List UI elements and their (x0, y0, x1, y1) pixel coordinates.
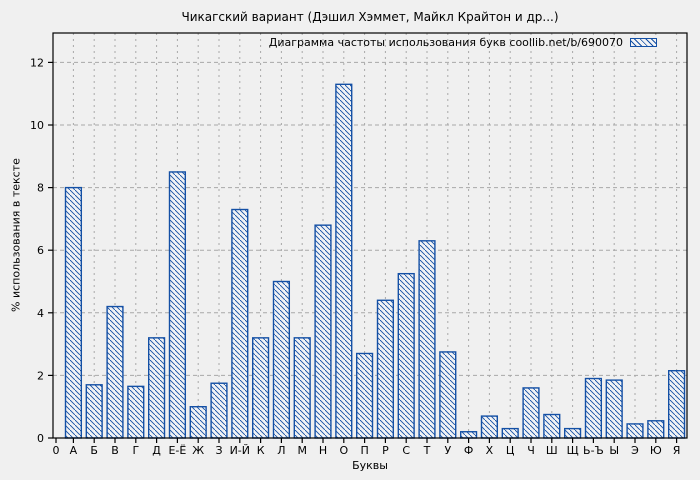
x-origin-label: 0 (53, 444, 60, 457)
bar-А (64, 186, 83, 439)
y-tick-label: 12 (30, 56, 44, 69)
x-tick-label: И-Й (230, 444, 250, 457)
bar-У (439, 351, 457, 439)
x-tick-label: П (360, 444, 368, 457)
y-tick-label: 8 (37, 182, 44, 195)
chart-title: Чикагский вариант (Дэшил Хэммет, Майкл К… (181, 10, 559, 24)
x-tick-label: Е-Ё (168, 444, 186, 457)
x-tick-label: Ж (192, 444, 204, 457)
x-tick-label: М (297, 444, 307, 457)
bar-Ь-Ъ (584, 377, 603, 439)
bar-Ч (522, 387, 540, 439)
x-tick-label: Ц (506, 444, 515, 457)
bar-Ю (647, 420, 665, 439)
bar-М (293, 337, 311, 439)
x-tick-label: Д (152, 444, 161, 457)
bar-И-Й (231, 208, 249, 439)
x-tick-label: Р (382, 444, 389, 457)
bar-Д (147, 337, 166, 439)
x-tick-label: Э (631, 444, 639, 457)
y-tick-label: 0 (37, 432, 44, 445)
x-tick-label: Щ (567, 444, 579, 457)
bar-Т (418, 240, 436, 439)
bar-О (335, 83, 353, 439)
x-tick-label: Л (277, 444, 285, 457)
x-tick-label: Ч (527, 444, 535, 457)
bar-Э (626, 423, 644, 439)
plot-frame (52, 32, 688, 439)
bar-Х (480, 415, 499, 439)
x-tick-label: А (70, 444, 78, 457)
bar-В (106, 305, 124, 439)
x-tick-label: Я (673, 444, 681, 457)
bar-П (356, 352, 374, 439)
x-tick-label: Ш (546, 444, 558, 457)
y-tick-label: 10 (30, 119, 44, 132)
bar-Г (127, 385, 145, 439)
x-tick-label: В (111, 444, 119, 457)
bar-Ж (189, 406, 207, 439)
x-tick-label: Ф (464, 444, 473, 457)
x-tick-label: Н (319, 444, 327, 457)
bar-С (397, 272, 415, 439)
x-tick-label: К (257, 444, 265, 457)
legend-label: Диаграмма частоты использования букв coo… (268, 36, 623, 49)
legend-hatch-swatch-icon (630, 38, 657, 47)
y-tick-label: 4 (37, 307, 44, 320)
x-axis-label: Буквы (352, 459, 388, 472)
x-tick-label: Г (132, 444, 139, 457)
y-axis-label: % использования в тексте (9, 158, 23, 313)
y-tick-label: 6 (37, 244, 44, 257)
x-tick-label: Ь-Ъ (583, 444, 604, 457)
bar-Ф (460, 431, 478, 439)
bar-Ц (501, 427, 519, 439)
x-tick-label: Б (90, 444, 98, 457)
x-tick-label: О (339, 444, 348, 457)
bar-Я (668, 370, 686, 439)
x-tick-label: З (215, 444, 222, 457)
x-tick-label: Х (486, 444, 494, 457)
legend: Диаграмма частоты использования букв coo… (269, 36, 657, 49)
x-tick-label: Ы (609, 444, 619, 457)
bar-Л (272, 280, 291, 439)
bar-Е-Ё (168, 171, 187, 439)
bar-Щ (564, 427, 582, 439)
bar-З (210, 382, 228, 439)
bar-Р (376, 299, 395, 439)
bar-Б (85, 384, 103, 439)
x-tick-label: Ю (650, 444, 662, 457)
x-tick-label: С (402, 444, 410, 457)
x-tick-label: У (444, 444, 451, 457)
bar-Ш (543, 413, 561, 439)
x-tick-label: Т (423, 444, 431, 457)
y-tick-label: 2 (37, 369, 44, 382)
bar-К (251, 337, 270, 439)
bar-Н (314, 224, 332, 439)
bar-Ы (605, 379, 623, 439)
